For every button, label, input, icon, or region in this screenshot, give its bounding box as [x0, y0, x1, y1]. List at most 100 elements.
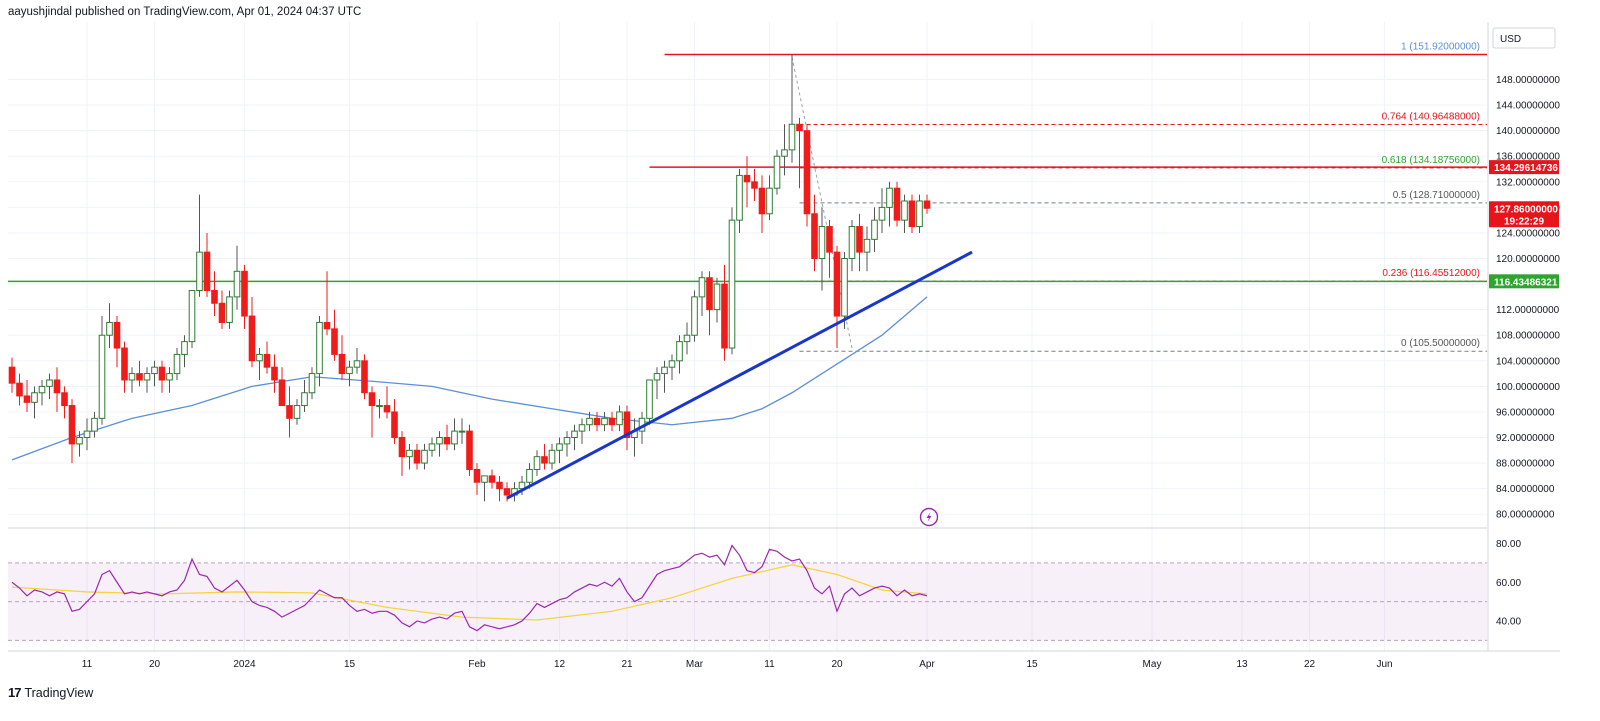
price-tick-label: 136.00000000 — [1496, 152, 1560, 163]
candle-body — [653, 373, 661, 381]
candle-body — [376, 405, 383, 408]
time-tick-label: 2024 — [233, 659, 256, 670]
candle-body — [301, 392, 308, 407]
candle-body — [256, 353, 263, 362]
price-tick-label: 104.00000000 — [1496, 356, 1560, 367]
fib-label-0: 0 (105.50000000) — [1401, 338, 1480, 349]
candle-body — [226, 296, 233, 323]
price-tick-label: 148.00000000 — [1496, 75, 1560, 86]
candle-body — [211, 289, 218, 304]
candle-body — [16, 382, 23, 397]
candle-body — [788, 123, 796, 151]
price-tag — [1489, 274, 1559, 289]
candle-body — [218, 302, 226, 323]
candle-body — [886, 187, 893, 208]
time-tick-label: Apr — [919, 659, 935, 670]
fib-label-0.236: 0.236 (116.45512000) — [1382, 268, 1480, 279]
price-tick-label: 132.00000000 — [1496, 177, 1560, 188]
candle-body — [68, 405, 76, 445]
candle-body — [758, 187, 766, 215]
candle-body — [331, 328, 338, 355]
price-tick-label: 100.00000000 — [1496, 382, 1560, 393]
candle-body — [871, 219, 878, 240]
price-tick-label: 124.00000000 — [1496, 228, 1560, 239]
moving-average-line — [11, 296, 928, 461]
candle-body — [436, 437, 443, 445]
time-tick-label: 11 — [764, 659, 775, 670]
candle-body — [901, 200, 908, 221]
price-tick-label: 84.00000000 — [1496, 484, 1555, 495]
candle-body — [623, 411, 631, 439]
candle-body — [526, 468, 533, 483]
candle-body — [533, 456, 541, 470]
candle-body — [458, 430, 466, 433]
time-tick-label: 20 — [149, 659, 161, 670]
candle-body — [151, 366, 158, 375]
time-tick-label: 15 — [1026, 659, 1038, 670]
rsi-line — [11, 544, 928, 632]
price-tick-label: 120.00000000 — [1496, 254, 1560, 265]
price-tag-label: 127.86000000 — [1494, 204, 1558, 215]
candle-body — [743, 174, 751, 183]
candle-body — [668, 360, 676, 368]
candle-body — [121, 347, 128, 381]
candle-body — [878, 206, 886, 221]
price-tick-label: 112.00000000 — [1496, 305, 1560, 316]
candle-body — [691, 296, 698, 336]
candle-body — [83, 430, 91, 439]
fib-label-1: 1 (151.92000000) — [1401, 41, 1480, 52]
fib-label-0.618: 0.618 (134.18756000) — [1382, 155, 1480, 166]
candles-group — [8, 53, 931, 502]
time-tick-label: 13 — [1236, 659, 1248, 670]
candle-body — [841, 258, 848, 317]
candle-body — [811, 213, 818, 260]
candle-body — [728, 219, 736, 349]
candle-body — [196, 251, 203, 291]
price-tick-label: 80.00000000 — [1496, 510, 1555, 521]
candle-body — [473, 468, 481, 483]
candle-body — [751, 181, 758, 189]
lightning-icon — [926, 512, 932, 522]
candle-body — [466, 430, 473, 470]
candle-body — [143, 373, 151, 381]
candle-body — [158, 366, 166, 381]
candle-body — [818, 226, 826, 260]
price-tag-label: 116.43486321 — [1494, 277, 1558, 288]
candle-body — [706, 277, 713, 311]
candle-body — [76, 437, 83, 445]
time-tick-label: 22 — [1304, 659, 1316, 670]
time-tick-label: 20 — [831, 659, 843, 670]
candle-body — [391, 411, 398, 439]
candle-body — [421, 449, 428, 464]
candle-body — [203, 251, 211, 291]
candle-body — [586, 417, 593, 426]
price-tick-label: 96.00000000 — [1496, 407, 1555, 418]
candle-body — [406, 449, 413, 458]
candle-body — [113, 321, 121, 349]
candle-body — [128, 373, 136, 381]
time-tick-label: Feb — [468, 659, 486, 670]
candle-body — [46, 379, 53, 387]
candle-body — [601, 417, 608, 426]
currency-box — [1492, 27, 1556, 49]
candle-body — [803, 130, 811, 215]
candle-body — [188, 289, 196, 343]
candle-body — [53, 379, 61, 394]
candle-body — [713, 283, 721, 311]
footer-brand[interactable]: 17 TradingView — [8, 685, 93, 700]
price-tag — [1489, 160, 1559, 175]
candle-body — [428, 443, 436, 451]
candle-body — [413, 449, 421, 464]
price-tick-label: 144.00000000 — [1496, 101, 1560, 112]
candle-body — [736, 174, 743, 221]
candle-body — [346, 366, 353, 375]
candle-body — [451, 430, 458, 445]
candle-body — [646, 379, 653, 419]
rsi-tick-label: 40.00 — [1496, 616, 1521, 627]
candle-body — [916, 200, 923, 228]
candle-body — [503, 488, 511, 496]
candle-body — [608, 417, 616, 426]
candle-body — [31, 392, 38, 403]
candle-body — [481, 475, 488, 483]
